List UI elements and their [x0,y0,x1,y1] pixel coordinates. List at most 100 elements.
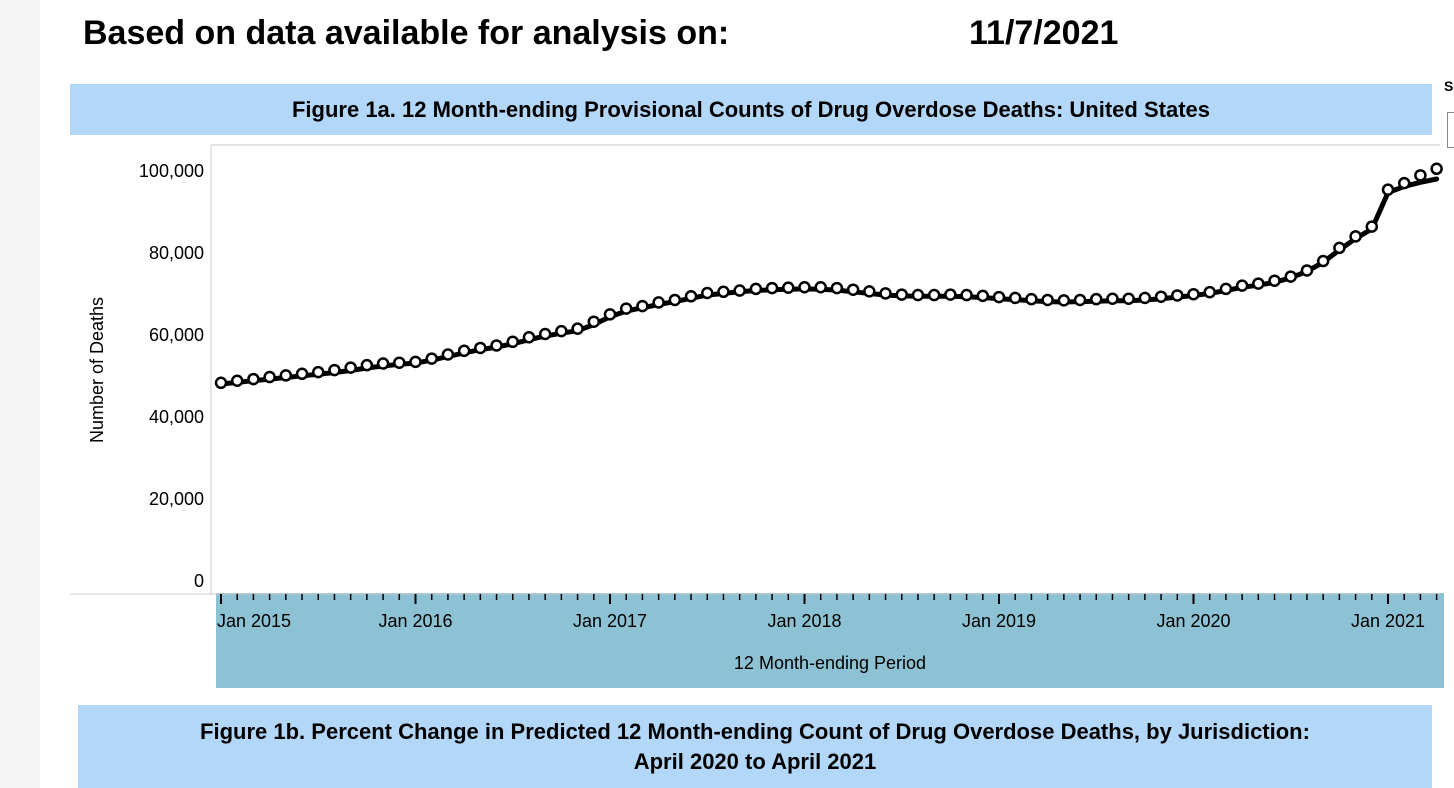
x-tick-label: Jan 2021 [1351,611,1425,631]
data-point-marker [457,344,471,358]
data-point-marker [393,356,406,369]
data-point-marker [846,283,860,296]
data-point-marker [619,302,633,315]
side-control-box[interactable] [1447,112,1454,148]
data-point-marker [1316,254,1330,268]
data-point-marker [1025,292,1038,306]
data-point-marker [474,341,487,355]
data-point-marker [1252,277,1265,290]
data-point-marker [717,285,730,299]
figure-1b-title: Figure 1b. Percent Change in Predicted 1… [78,705,1432,788]
data-point-marker [863,285,876,298]
analysis-date-value: 11/7/2021 [969,14,1119,52]
data-point-marker [1300,264,1314,277]
data-point-marker [1057,294,1071,307]
x-tick-label: Jan 2016 [378,611,452,631]
side-control-label: S [1444,78,1454,94]
data-point-marker [376,357,390,370]
data-point-marker [733,284,746,297]
data-point-marker [976,289,990,303]
figure-1a-title: Figure 1a. 12 Month-ending Provisional C… [70,84,1432,135]
data-point-marker [328,363,341,377]
data-point-marker [1122,292,1135,305]
data-point-marker [1138,291,1152,305]
data-point-marker [409,355,422,369]
data-point-marker [1090,292,1103,306]
x-axis-label: 12 Month-ending Period [734,653,926,673]
y-tick-label: 100,000 [139,161,204,181]
data-point-marker [1106,292,1119,305]
data-point-marker [684,290,698,303]
data-point-marker [992,290,1006,304]
data-point-marker [1333,241,1346,255]
data-point-marker [1284,270,1297,283]
data-point-marker [798,281,811,294]
data-point-marker [765,281,779,295]
data-point-marker [652,296,665,309]
data-point-marker [279,369,293,382]
data-point-marker [522,331,536,344]
y-axis-label: Number of Deaths [87,297,107,443]
overdose-deaths-chart: 100,000 80,000 60,000 40,000 20,000 0 Number … [70,144,1444,688]
data-point-marker [1235,279,1249,292]
data-point-marker [1154,290,1168,303]
x-axis-ticks: Jan 2015 Jan 2016 Jan 2017 Jan 2018 Jan 2019… [217,611,1425,631]
data-point-marker [214,376,228,390]
data-point-marker [927,288,941,302]
x-axis-minor-ticks [220,594,1438,604]
figure-1b-title-line2: April 2020 to April 2021 [633,748,877,774]
y-tick-label: 60,000 [149,325,204,345]
analysis-date-label: Based on data available for analysis on: [83,14,730,52]
data-point-marker [701,286,714,300]
data-point-marker [1365,220,1379,233]
plot-frame [70,144,1440,595]
y-axis-ticks: 100,000 80,000 60,000 40,000 20,000 0 [139,161,204,591]
data-point-marker [749,282,763,296]
data-point-marker [1381,183,1395,196]
x-tick-label: Jan 2020 [1156,611,1230,631]
data-point-marker [571,322,584,335]
data-point-marker [312,365,325,379]
data-point-marker [814,281,827,294]
data-point-marker [1219,282,1233,296]
data-point-marker [960,288,973,302]
y-tick-label: 40,000 [149,407,204,427]
x-tick-label: Jan 2015 [217,611,291,631]
data-point-marker [490,339,503,352]
x-tick-label: Jan 2017 [573,611,647,631]
data-point-marker [782,281,795,294]
x-tick-label: Jan 2018 [767,611,841,631]
data-point-marker [1268,274,1281,287]
data-point-marker [441,348,455,361]
data-point-marker [668,293,682,307]
data-point-marker [1397,176,1411,190]
data-point-marker [425,352,438,365]
left-margin-strip [0,0,40,788]
data-point-marker [344,361,357,374]
data-point-marker [538,327,552,341]
data-point-marker [230,374,244,387]
data-point-marker [1008,291,1022,305]
data-point-marker [895,288,908,301]
y-tick-label: 0 [194,571,204,591]
data-point-marker [603,308,617,321]
y-tick-label: 20,000 [149,489,204,509]
data-point-marker [587,315,601,328]
reported-count-markers [214,162,1443,390]
data-point-marker [295,367,309,381]
data-point-marker [944,288,957,301]
data-point-marker [247,372,260,386]
data-point-marker [1073,293,1087,307]
data-point-marker [830,281,844,295]
data-point-marker [555,324,568,338]
data-point-marker [1171,289,1184,302]
figure-1b-title-line1: Figure 1b. Percent Change in Predicted 1… [200,718,1310,744]
y-tick-label: 80,000 [149,243,204,263]
predicted-count-line [218,176,1440,387]
data-point-marker [911,288,925,302]
data-point-marker [1041,293,1054,307]
data-point-marker [506,335,519,349]
data-point-marker [360,358,374,372]
x-axis-band [216,593,1444,688]
data-point-marker [1203,285,1216,299]
